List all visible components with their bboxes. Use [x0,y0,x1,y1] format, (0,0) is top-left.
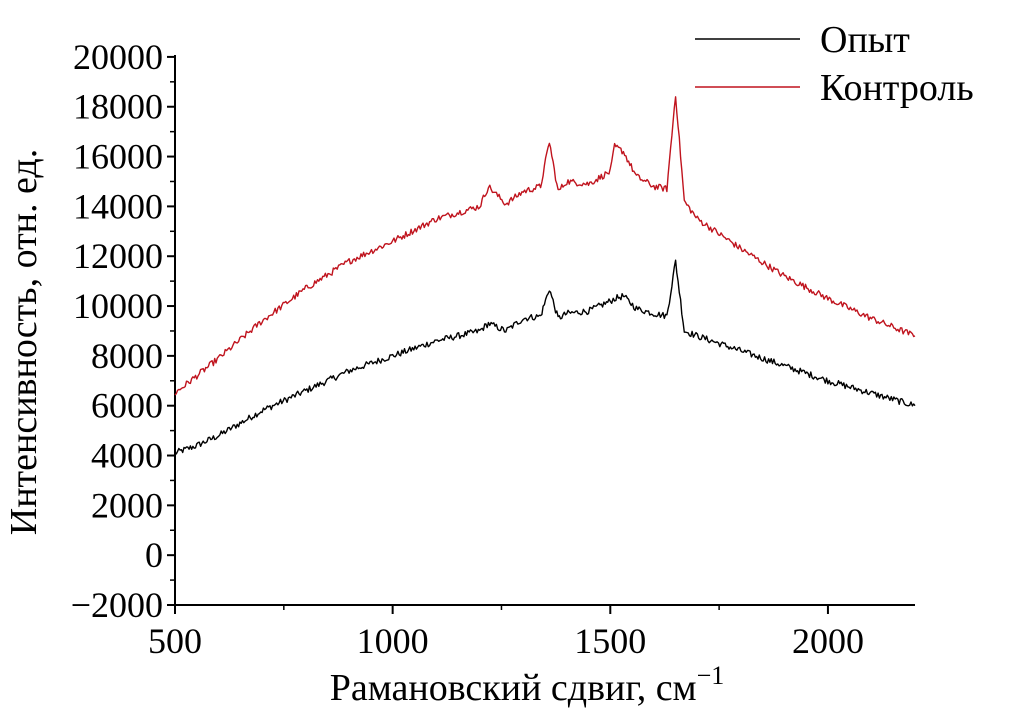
legend: Опыт Контроль [695,19,974,109]
series-line-0 [174,259,916,455]
x-tick-label: 500 [148,621,202,661]
y-tick-label: 14000 [73,186,163,226]
y-tick-label: 0 [145,535,163,575]
y-tick-label: 4000 [91,436,163,476]
legend-label-kontrol: Контроль [820,67,974,109]
y-axis-label: Интенсивность, отн. ед. [3,149,45,535]
y-tick-label: 2000 [91,485,163,525]
x-tick-label: 1000 [357,621,429,661]
series-line-1 [174,96,916,396]
y-tick-label: 16000 [73,137,163,177]
x-axis-label: Рамановский сдвиг, см−1 [330,661,725,709]
y-ticks: −2000 0 2000 4000 6000 8000 10000 12000 14000 160… [71,37,175,625]
y-tick-label: −2000 [71,585,163,625]
axes [174,55,915,606]
y-tick-label: 10000 [73,286,163,326]
y-tick-label: 18000 [73,87,163,127]
y-tick-label: 12000 [73,236,163,276]
y-tick-label: 6000 [91,386,163,426]
x-axis-label-superscript: −1 [697,661,725,690]
series-group [174,96,916,455]
x-ticks: 500 1000 1500 2000 [148,605,864,661]
y-tick-label: 8000 [91,336,163,376]
y-tick-label: 20000 [73,37,163,77]
x-tick-label: 2000 [792,621,864,661]
x-tick-label: 1500 [574,621,646,661]
legend-label-opyt: Опыт [820,19,910,61]
